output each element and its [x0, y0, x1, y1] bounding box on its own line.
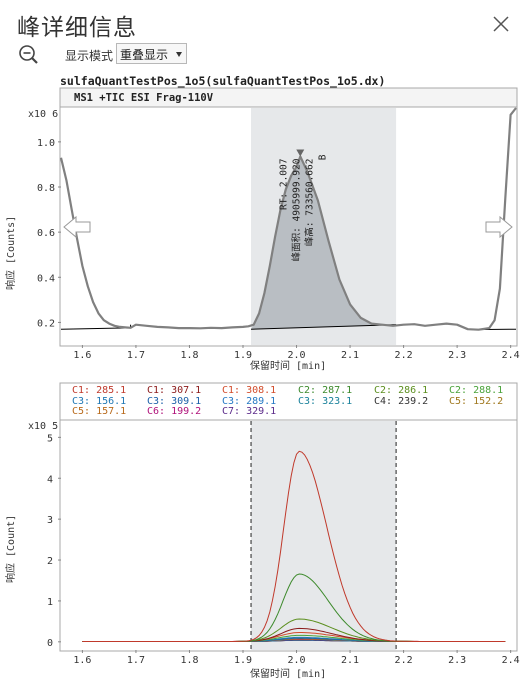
chart2-y-multiplier: x10 5: [28, 421, 58, 432]
chevron-down-icon: [176, 52, 182, 57]
chart2-y-tick-label: 2: [47, 556, 53, 567]
chart1-baseline-peak: [251, 324, 397, 330]
chart2-y-tick-label: 3: [47, 515, 53, 526]
chart1-header-bar: [59, 87, 518, 108]
scroll-left-arrow-icon[interactable]: [63, 215, 91, 239]
chart2-x-tick-label: 2.0: [287, 655, 305, 666]
chart2-x-tick-label: 2.3: [448, 655, 466, 666]
chart2-y-tick-label: 1: [47, 597, 53, 608]
legend-item: C1: 307.1: [147, 385, 202, 396]
chart1-y-tick-label: 0.8: [37, 183, 55, 194]
chart1-peak-annotation-line: RT: 2.007: [278, 159, 289, 210]
chart1-y-tick-label: 0.4: [37, 273, 55, 284]
legend-item: C1: 308.1: [222, 385, 277, 396]
scroll-right-arrow-icon[interactable]: [485, 215, 513, 239]
chart2-x-tick-label: 1.6: [73, 655, 91, 666]
chart1-tic-line: [59, 107, 517, 331]
chart1-peak-annotation-line: 峰高: 733560.662: [303, 159, 315, 247]
legend-item: C2: 287.1: [298, 385, 353, 396]
display-mode-value: 重叠显示: [120, 48, 169, 62]
chart1-x-tick-label: 2.4: [502, 350, 520, 361]
chart1-x-tick-label: 1.7: [127, 350, 145, 361]
chart2-y-tick-label: 4: [47, 474, 53, 485]
legend-item: C7: 329.1: [222, 406, 277, 417]
chart2-x-tick-label: 1.7: [127, 655, 145, 666]
legend-item: C5: 157.1: [72, 406, 127, 417]
chart1-peak-area: [251, 156, 397, 330]
chart1-y-tick-label: 0.2: [37, 318, 55, 329]
legend-item: C4: 239.2: [374, 395, 429, 407]
legend-item: C2: 288.1: [449, 385, 504, 396]
legend-item: C6: 199.2: [147, 406, 202, 417]
chart1-baseline-left: [60, 327, 131, 330]
chart1-apex-marker: [296, 149, 305, 157]
chart2-ylabel: 响应 [Count]: [4, 515, 17, 583]
chart2-x-tick-label: 2.1: [341, 655, 359, 666]
display-mode-label: 显示模式: [65, 49, 114, 63]
window-title: 峰详细信息: [17, 15, 137, 41]
chart1-x-tick-label: 1.8: [180, 350, 198, 361]
chart1-y-multiplier: x10 6: [28, 109, 58, 120]
tic-chromatogram-chart[interactable]: MS1 +TIC ESI Frag-110V 0.2 0.4 0.6 0.8 1.0 1…: [0, 85, 525, 375]
chart2-y-tick-label: 5: [47, 433, 53, 444]
eic-overlay-chart[interactable]: 0 1 2 3 4 5 1.6 1.7 1.8 1.9 2.0 2.1 2.2 2.3 2.4 x10 5…: [0, 381, 525, 683]
chart2-x-tick-label: 2.2: [395, 655, 413, 666]
legend-item: C3: 289.1: [222, 395, 277, 407]
chart1-x-tick-label: 2.3: [448, 350, 466, 361]
legend-item: C1: 285.1: [72, 385, 127, 396]
chart1-peak-annotation-line: 峰面积: 4905999.920: [290, 158, 302, 261]
chart1-header: MS1 +TIC ESI Frag-110V: [74, 92, 214, 104]
chart1-x-tick-label: 1.9: [234, 350, 252, 361]
chart2-x-tick-label: 1.9: [234, 655, 252, 666]
legend-item: C3: 323.1: [298, 395, 353, 407]
chart1-xlabel: 保留时间 [min]: [250, 359, 326, 372]
chart1-x-tick-label: 2.1: [341, 350, 359, 361]
chart1-y-tick-label: 0.6: [37, 228, 55, 239]
chart1-x-tick-label: 1.6: [73, 350, 91, 361]
chart1-peak-label: B: [317, 154, 328, 160]
file-title: sulfaQuantTestPos_1o5(sulfaQuantTestPos_…: [60, 74, 386, 88]
chart2-y-tick-label: 0: [47, 638, 53, 649]
legend-item: C5: 152.2: [449, 395, 504, 407]
chart1-x-tick-label: 2.0: [287, 350, 305, 361]
chart2-highlight-region: [251, 421, 397, 650]
chart1-ylabel: 响应 [Counts]: [4, 216, 17, 290]
display-mode-select[interactable]: 重叠显示: [116, 43, 187, 64]
close-icon[interactable]: [491, 14, 511, 34]
chart2-series-line: [82, 450, 506, 642]
zoom-out-icon[interactable]: [16, 43, 40, 67]
chart2-xlabel: 保留时间 [min]: [250, 667, 326, 680]
legend-item: C2: 286.1: [374, 385, 429, 396]
chart2-x-tick-label: 2.4: [502, 655, 520, 666]
chart1-y-tick-label: 1.0: [37, 138, 55, 149]
legend-item: C3: 309.1: [147, 395, 202, 407]
chart1-x-tick-label: 2.2: [395, 350, 413, 361]
legend-item: C3: 156.1: [72, 395, 127, 407]
chart2-x-tick-label: 1.8: [180, 655, 198, 666]
